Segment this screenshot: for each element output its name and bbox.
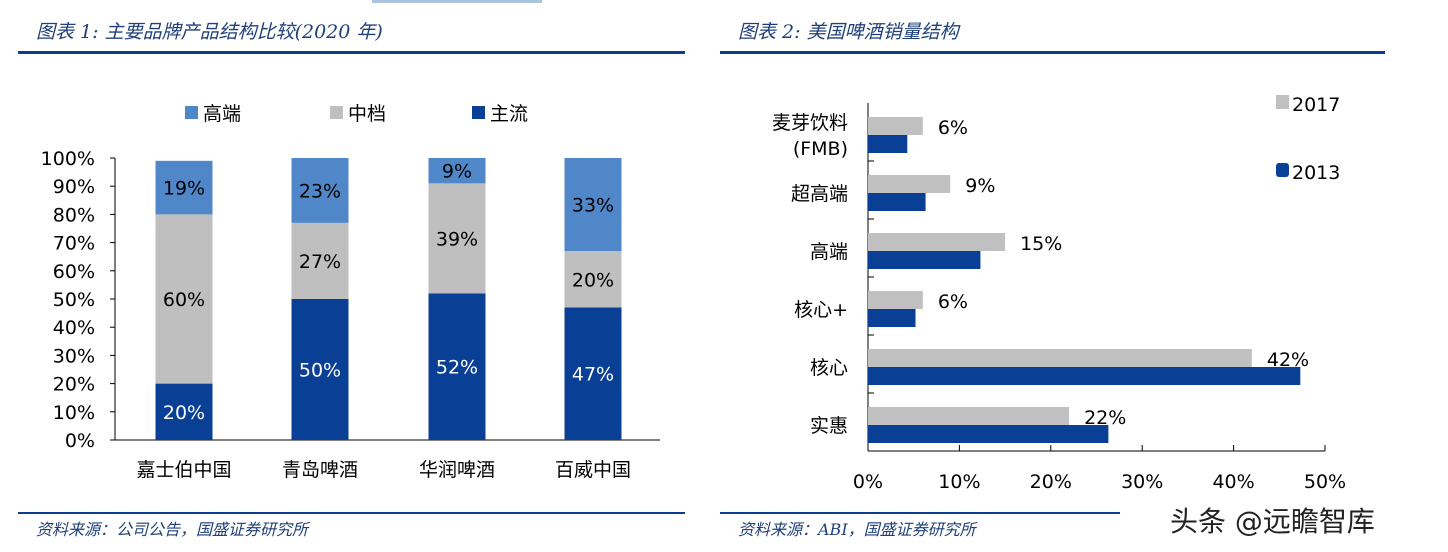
y-tick-label: 核心 (810, 357, 848, 379)
bar-segment-主流 (564, 307, 622, 440)
chart1-title: 图表 1: 主要品牌产品结构比较(2020 年) (36, 21, 383, 43)
data-label: 6% (938, 117, 968, 139)
bar-segment-中档 (428, 183, 486, 294)
chart2-source: 资料来源：ABI，国盛证券研究所 (738, 520, 976, 539)
legend-label: 2013 (1292, 162, 1340, 184)
legend-swatch (472, 106, 485, 119)
legend-label: 主流 (490, 103, 528, 125)
legend-swatch (330, 106, 343, 119)
bar-2013 (868, 135, 908, 153)
bar-2017 (868, 175, 951, 193)
y-tick-label: 0% (65, 430, 95, 452)
y-tick-label: (FMB) (793, 138, 848, 160)
chart1-title-rule (18, 51, 685, 54)
bar-2013 (868, 425, 1109, 443)
data-label: 52% (436, 357, 478, 379)
legend-label: 2017 (1292, 94, 1340, 116)
x-tick-label: 30% (1121, 471, 1163, 493)
bar-segment-高端 (291, 158, 349, 223)
x-tick-label: 40% (1212, 471, 1254, 493)
data-label: 42% (1267, 349, 1309, 371)
y-tick-label: 麦芽饮料 (772, 112, 848, 134)
y-tick-label: 超高端 (791, 183, 848, 205)
legend-label: 中档 (348, 103, 386, 125)
data-label: 39% (436, 228, 478, 250)
bar-segment-高端 (564, 158, 622, 252)
y-tick-label: 80% (53, 204, 95, 226)
y-tick-label: 50% (53, 289, 95, 311)
y-tick-label: 70% (53, 233, 95, 255)
top-decor-bar (372, 0, 542, 3)
y-tick-label: 30% (53, 345, 95, 367)
chart1-source-rule (18, 512, 685, 514)
chart2-title: 图表 2: 美国啤酒销量结构 (738, 21, 959, 43)
bar-segment-高端 (155, 160, 213, 215)
x-tick-label: 嘉士伯中国 (136, 459, 231, 481)
chart2-title-rule (720, 51, 1385, 54)
y-tick-label: 核心+ (794, 299, 848, 321)
x-tick-label: 10% (938, 471, 980, 493)
legend-swatch (1276, 95, 1289, 109)
bar-2013 (868, 309, 916, 327)
bar-segment-中档 (155, 214, 213, 384)
bar-segment-主流 (428, 293, 486, 440)
data-label: 22% (1084, 407, 1126, 429)
bar-2017 (868, 291, 923, 309)
bar-2013 (868, 193, 926, 211)
data-label: 20% (572, 269, 614, 291)
bar-segment-主流 (291, 299, 349, 440)
x-tick-label: 50% (1304, 471, 1346, 493)
y-tick-label: 40% (53, 317, 95, 339)
x-tick-label: 青岛啤酒 (282, 459, 358, 481)
bar-2017 (868, 407, 1070, 425)
y-tick-label: 60% (53, 261, 95, 283)
stacked-bar-chart: 0% 10% 20% 30% 40% 50% 60% 70% 80% 90% 100% 20% 60% 1… (41, 103, 660, 481)
data-label: 27% (299, 251, 341, 273)
data-label: 23% (299, 180, 341, 202)
bar-segment-高端 (428, 158, 486, 184)
legend-swatch (185, 106, 198, 119)
y-tick-label: 90% (53, 176, 95, 198)
watermark: 头条 @远瞻智库 (1170, 505, 1375, 538)
bar-segment-主流 (155, 383, 213, 440)
bar-2013 (868, 251, 981, 269)
x-tick-label: 20% (1030, 471, 1072, 493)
y-tick-label: 20% (53, 374, 95, 396)
bar-segment-中档 (291, 222, 349, 299)
chart2-source-rule (720, 512, 1120, 514)
data-label: 9% (442, 161, 472, 183)
data-label: 47% (572, 364, 614, 386)
data-label: 60% (163, 289, 205, 311)
chart1-source: 资料来源：公司公告，国盛证券研究所 (36, 520, 309, 539)
legend-swatch (1276, 163, 1289, 177)
bar-segment-中档 (564, 251, 622, 308)
data-label: 50% (299, 360, 341, 382)
bar-2017 (868, 349, 1252, 367)
bar-2013 (868, 367, 1301, 385)
x-tick-label: 0% (853, 471, 883, 493)
data-label: 33% (572, 195, 614, 217)
x-tick-label: 百威中国 (555, 459, 631, 481)
y-tick-label: 实惠 (810, 415, 848, 437)
data-label: 6% (938, 291, 968, 313)
bar-2017 (868, 233, 1006, 251)
data-label: 19% (163, 178, 205, 200)
bar-2017 (868, 117, 923, 135)
x-tick-label: 华润啤酒 (419, 459, 495, 481)
y-tick-label: 100% (41, 148, 95, 170)
data-label: 9% (965, 175, 995, 197)
legend-label: 高端 (203, 103, 241, 125)
y-tick-label: 10% (53, 402, 95, 424)
data-label: 20% (163, 402, 205, 424)
data-label: 15% (1020, 233, 1062, 255)
y-tick-label: 高端 (810, 241, 848, 263)
